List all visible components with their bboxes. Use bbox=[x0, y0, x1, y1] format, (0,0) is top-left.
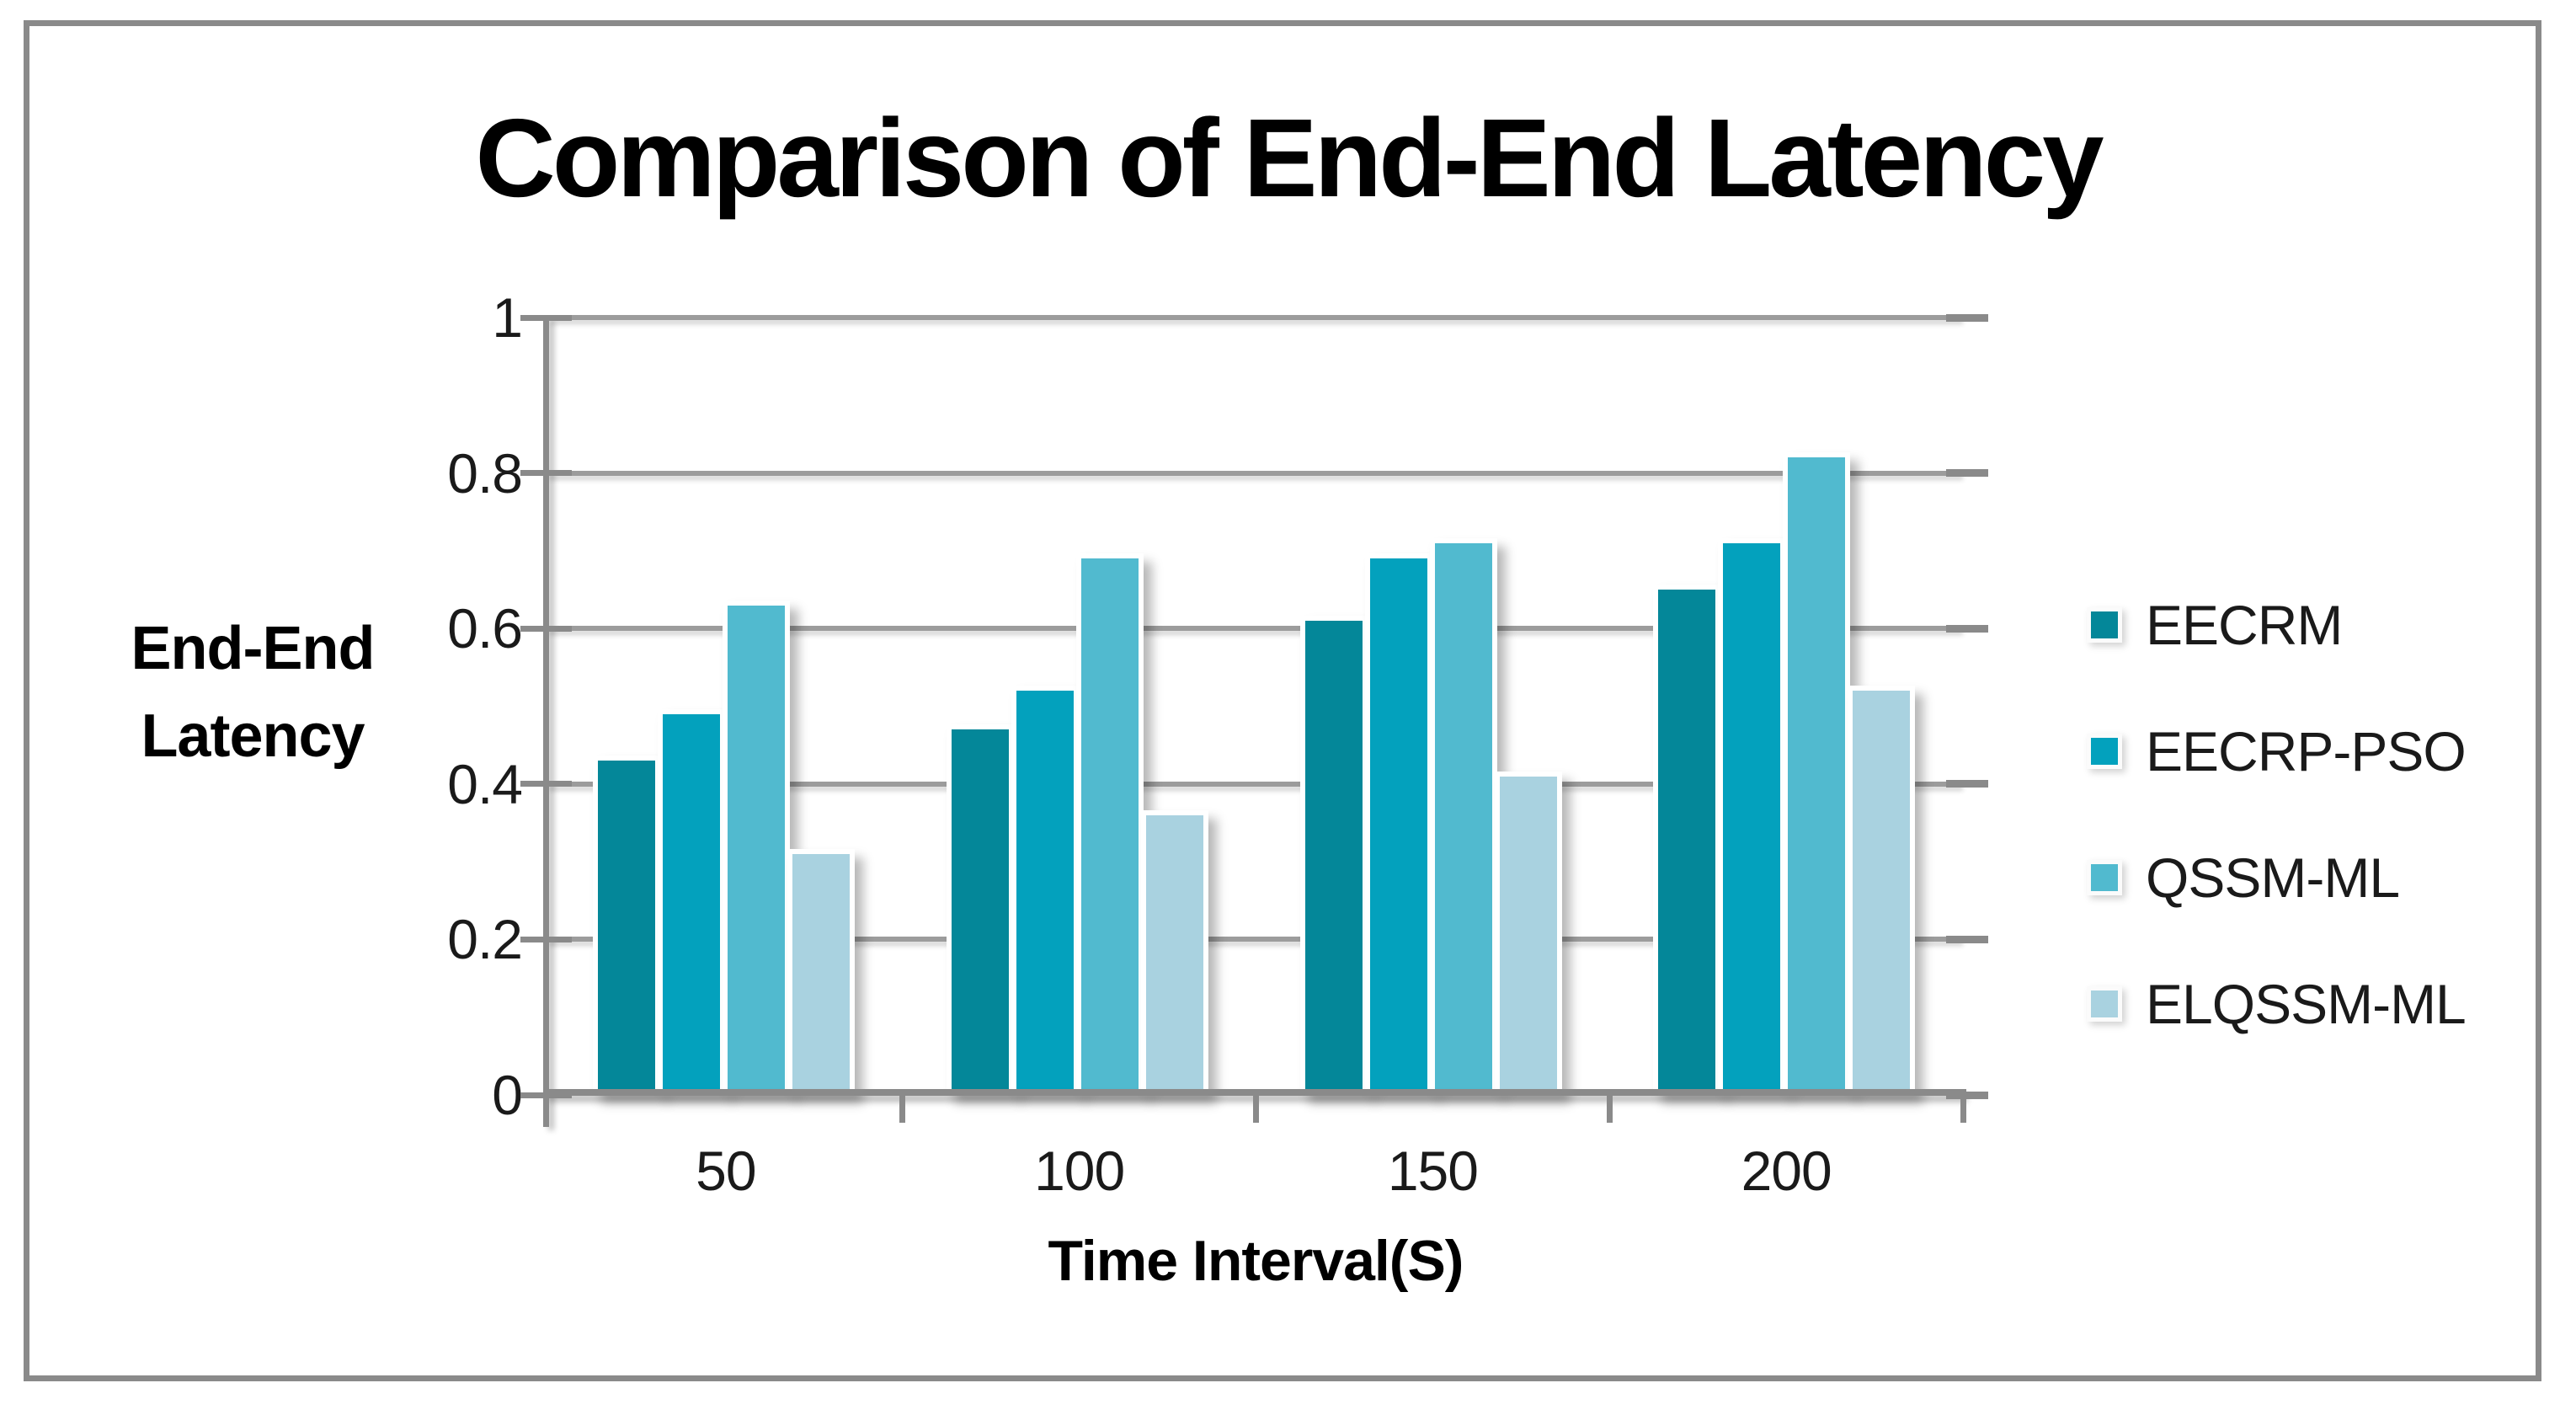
y-axis-tick-1 bbox=[520, 314, 572, 321]
gridline-0.4 bbox=[549, 781, 1963, 787]
x-tick-label-100: 100 bbox=[1034, 1140, 1125, 1202]
bar-EECRP-PSO-100 bbox=[1011, 686, 1079, 1095]
legend-label-ELQSSM-ML: ELQSSM-ML bbox=[2146, 973, 2467, 1035]
bar-ELQSSM-ML-150 bbox=[1494, 771, 1562, 1095]
legend-item-ELQSSM-ML: ELQSSM-ML bbox=[2087, 973, 2467, 1035]
right-edge-tick-0.6 bbox=[1946, 624, 1988, 633]
right-edge-tick-1 bbox=[1946, 313, 1988, 322]
y-tick-label-0.8: 0.8 bbox=[447, 441, 523, 505]
x-axis-tick-3 bbox=[1606, 1089, 1613, 1123]
y-axis-title: End-End Latency bbox=[93, 605, 413, 780]
y-tick-label-1: 1 bbox=[492, 286, 523, 349]
right-edge-tick-0.8 bbox=[1946, 469, 1988, 478]
bar-ELQSSM-ML-50 bbox=[787, 848, 855, 1095]
right-edge-tick-0 bbox=[1946, 1091, 1988, 1099]
legend-item-QSSM-ML: QSSM-ML bbox=[2087, 846, 2400, 909]
x-tick-label-50: 50 bbox=[696, 1140, 756, 1202]
y-tick-label-0: 0 bbox=[492, 1064, 523, 1126]
bar-QSSM-ML-50 bbox=[723, 600, 790, 1095]
chart-title: Comparison of End-End Latency bbox=[475, 96, 2104, 220]
legend-label-QSSM-ML: QSSM-ML bbox=[2146, 846, 2400, 909]
x-axis-tick-0 bbox=[543, 1089, 549, 1123]
bar-group-150 bbox=[1256, 318, 1610, 1095]
legend-item-EECRM: EECRM bbox=[2087, 594, 2343, 656]
bar-EECRP-PSO-50 bbox=[658, 708, 725, 1095]
gridline-0.2 bbox=[549, 937, 1963, 942]
x-axis-tick-1 bbox=[899, 1089, 906, 1123]
chart-border-frame bbox=[24, 20, 2541, 1381]
bar-EECRP-PSO-200 bbox=[1718, 537, 1786, 1095]
bar-ELQSSM-ML-100 bbox=[1140, 809, 1208, 1095]
gridline-1 bbox=[549, 315, 1963, 320]
gridline-0.8 bbox=[549, 470, 1963, 476]
gridline-0.6 bbox=[549, 626, 1963, 632]
bar-EECRM-50 bbox=[593, 756, 660, 1095]
y-axis-title-line1: End-End bbox=[131, 615, 376, 682]
legend-label-EECRP-PSO: EECRP-PSO bbox=[2146, 720, 2467, 782]
y-axis-tick-0.6 bbox=[520, 625, 572, 632]
bar-group-100 bbox=[903, 318, 1256, 1095]
y-axis-tick-0.2 bbox=[520, 936, 572, 942]
bar-EECRM-150 bbox=[1299, 615, 1368, 1095]
legend-swatch-EECRP-PSO bbox=[2087, 734, 2122, 769]
bar-ELQSSM-ML-200 bbox=[1848, 686, 1916, 1095]
x-axis-tick-4 bbox=[1960, 1089, 1966, 1123]
legend-swatch-QSSM-ML bbox=[2087, 860, 2122, 895]
x-axis-title: Time Interval(S) bbox=[1048, 1229, 1464, 1293]
legend-item-EECRP-PSO: EECRP-PSO bbox=[2087, 720, 2467, 782]
x-tick-label-150: 150 bbox=[1387, 1140, 1479, 1202]
y-tick-label-0.4: 0.4 bbox=[447, 752, 523, 815]
bar-QSSM-ML-100 bbox=[1075, 553, 1144, 1095]
legend-swatch-ELQSSM-ML bbox=[2087, 986, 2122, 1022]
right-edge-tick-0.2 bbox=[1946, 935, 1988, 943]
y-tick-label-0.6: 0.6 bbox=[447, 597, 523, 660]
bar-group-200 bbox=[1609, 318, 1963, 1095]
y-axis-tick-0.8 bbox=[520, 470, 572, 477]
bar-EECRM-100 bbox=[946, 724, 1014, 1095]
plot-area bbox=[520, 313, 1988, 1127]
x-tick-label-200: 200 bbox=[1741, 1140, 1832, 1202]
legend-label-EECRM: EECRM bbox=[2146, 594, 2343, 656]
legend-swatch-EECRM bbox=[2087, 607, 2122, 643]
y-axis-tick-0.4 bbox=[520, 781, 572, 788]
y-tick-label-0.2: 0.2 bbox=[447, 908, 523, 971]
bar-group-50 bbox=[549, 318, 903, 1095]
bar-QSSM-ML-150 bbox=[1429, 537, 1497, 1095]
bar-EECRP-PSO-150 bbox=[1364, 553, 1432, 1095]
right-edge-tick-0.4 bbox=[1946, 780, 1988, 788]
x-axis-tick-2 bbox=[1253, 1089, 1259, 1123]
bar-QSSM-ML-200 bbox=[1783, 452, 1851, 1095]
bar-EECRM-200 bbox=[1653, 585, 1721, 1095]
y-axis-line bbox=[543, 318, 549, 1127]
y-axis-title-line2: Latency bbox=[141, 702, 365, 770]
